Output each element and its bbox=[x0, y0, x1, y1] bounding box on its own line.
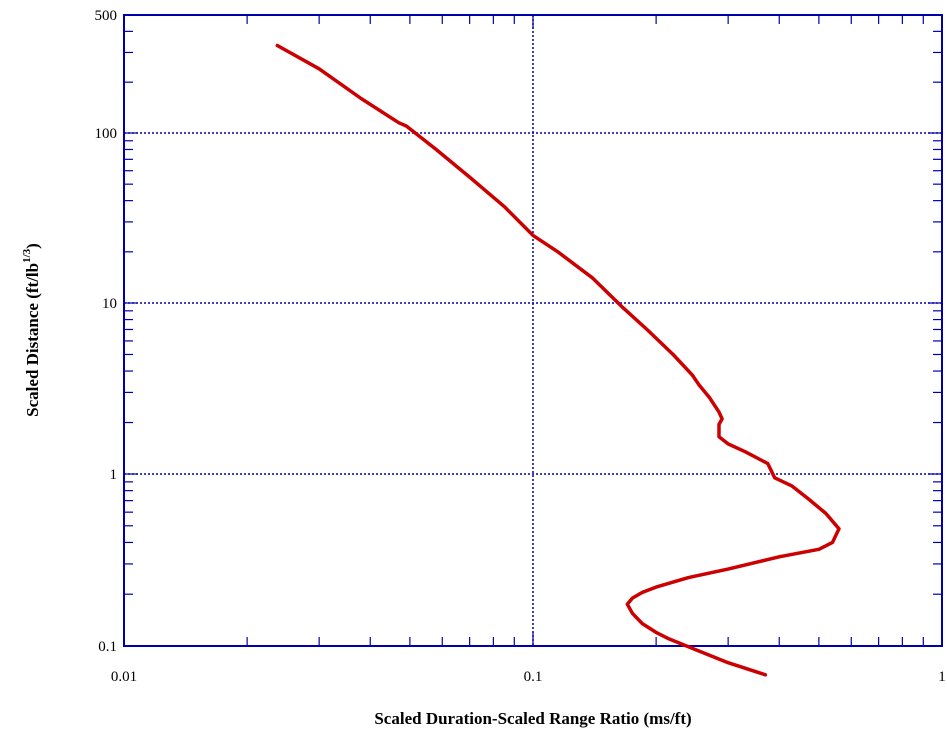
x-tick-label: 0.01 bbox=[111, 669, 137, 685]
y-tick-label: 100 bbox=[95, 126, 118, 142]
y-tick-label: 0.1 bbox=[98, 639, 117, 655]
y-axis-title-sup: 1/3 bbox=[21, 248, 33, 263]
x-axis-title: Scaled Duration-Scaled Range Ratio (ms/f… bbox=[374, 709, 691, 728]
y-tick-label: 500 bbox=[95, 8, 118, 24]
y-axis-title-main: Scaled Distance (ft/lb bbox=[23, 263, 42, 417]
y-tick-label: 1 bbox=[110, 467, 118, 483]
x-tick-labels: 0.01 0.1 1 bbox=[111, 669, 946, 685]
series-layer bbox=[277, 46, 839, 675]
series-line-1 bbox=[277, 46, 839, 675]
y-axis-title-close: ) bbox=[23, 243, 42, 249]
y-tick-labels: 0.1 1 10 100 500 bbox=[95, 8, 118, 655]
y-axis-title: Scaled Distance (ft/lb1/3) bbox=[21, 243, 42, 417]
y-tick-label: 10 bbox=[102, 296, 117, 312]
x-tick-label: 0.1 bbox=[524, 669, 543, 685]
grid-lines bbox=[124, 15, 942, 646]
x-tick-label: 1 bbox=[938, 669, 946, 685]
